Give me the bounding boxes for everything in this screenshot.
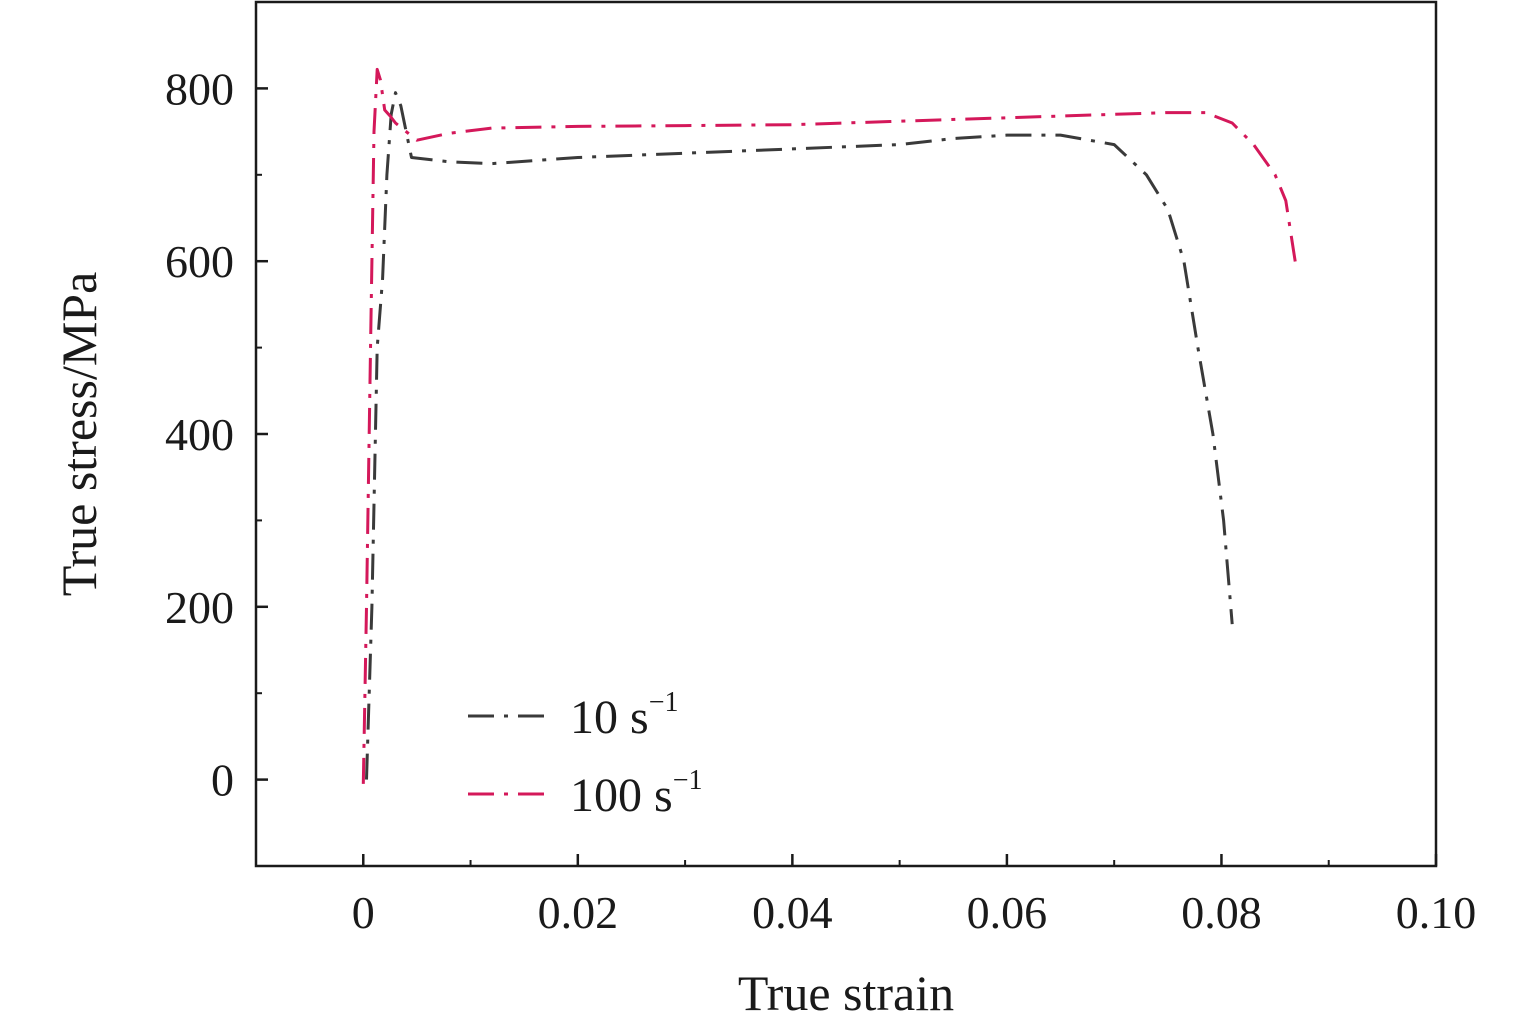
y-tick-label: 200: [165, 582, 234, 633]
y-tick-label: 400: [165, 409, 234, 460]
x-tick-label: 0.06: [967, 887, 1048, 938]
y-tick-label: 600: [165, 236, 234, 287]
x-axis-title: True strain: [738, 965, 954, 1021]
x-tick-label: 0.10: [1396, 887, 1477, 938]
legend-label-superscript: −1: [649, 687, 679, 718]
series-line-1: [365, 91, 1234, 780]
legend-label-2: 100 s−1: [570, 765, 702, 822]
x-tick-label: 0.02: [538, 887, 619, 938]
y-axis-ticks: 0 200 400 600 800: [165, 63, 268, 806]
y-axis-title: True stress/MPa: [51, 272, 107, 597]
plot-frame: [254, 0, 1438, 868]
legend: 10 s−1 100 s−1: [468, 687, 702, 822]
y-tick-label: 800: [165, 63, 234, 114]
x-tick-label: 0.08: [1181, 887, 1262, 938]
x-tick-label: 0: [352, 887, 375, 938]
x-tick-label: 0.04: [752, 887, 833, 938]
series-line-2: [361, 67, 1298, 784]
series-layer: [361, 67, 1298, 784]
x-axis-ticks: 0 0.02 0.04 0.06 0.08 0.10: [352, 854, 1476, 938]
legend-label-1: 10 s−1: [570, 687, 678, 744]
y-tick-label: 0: [211, 755, 234, 806]
legend-label-superscript: −1: [673, 765, 703, 796]
